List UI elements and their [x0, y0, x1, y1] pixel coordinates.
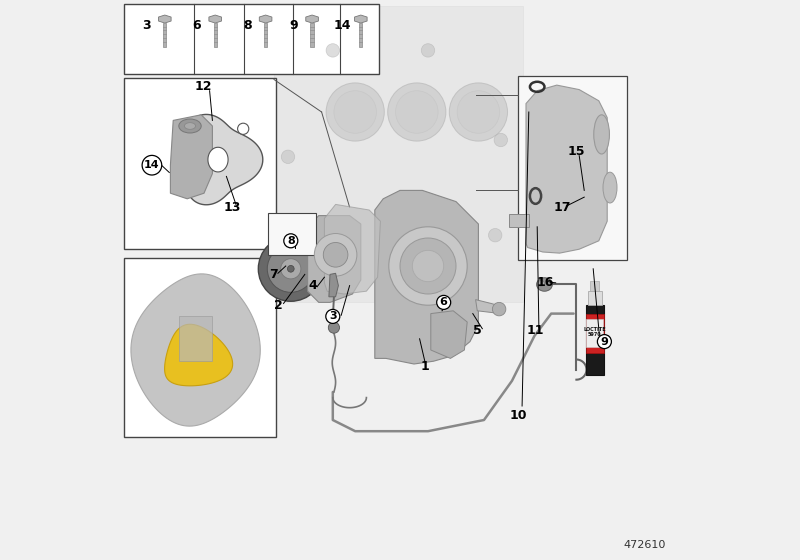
Bar	[268, 213, 316, 255]
Bar	[588, 291, 602, 305]
Polygon shape	[186, 114, 262, 205]
Circle shape	[492, 302, 506, 316]
Text: 2: 2	[274, 298, 283, 312]
Circle shape	[334, 91, 377, 133]
Circle shape	[267, 245, 314, 292]
Polygon shape	[475, 300, 501, 314]
Circle shape	[422, 44, 434, 57]
Circle shape	[287, 265, 294, 272]
Circle shape	[326, 44, 339, 57]
Ellipse shape	[179, 119, 202, 133]
Circle shape	[282, 150, 294, 164]
Polygon shape	[308, 216, 361, 302]
Polygon shape	[170, 115, 213, 199]
Polygon shape	[165, 324, 233, 386]
Bar	[125, 258, 276, 437]
Circle shape	[323, 242, 348, 267]
Bar	[125, 4, 379, 74]
Circle shape	[457, 91, 500, 133]
Circle shape	[314, 234, 357, 276]
Text: 1: 1	[421, 360, 430, 374]
Polygon shape	[325, 204, 381, 294]
Bar	[586, 319, 603, 347]
Circle shape	[389, 227, 467, 305]
Text: 6: 6	[193, 18, 201, 32]
Polygon shape	[274, 6, 523, 302]
Bar	[509, 214, 529, 227]
Text: 14: 14	[334, 18, 351, 32]
Bar	[586, 314, 604, 353]
Bar	[310, 23, 314, 46]
Circle shape	[328, 322, 339, 333]
Bar	[179, 316, 213, 361]
Text: 9: 9	[290, 18, 298, 32]
Circle shape	[281, 259, 301, 279]
Circle shape	[238, 123, 249, 134]
Ellipse shape	[603, 172, 617, 203]
Circle shape	[258, 236, 323, 301]
Polygon shape	[374, 190, 478, 364]
Bar	[359, 23, 362, 46]
Ellipse shape	[185, 123, 196, 129]
Text: 14: 14	[144, 160, 160, 170]
Text: 7: 7	[270, 268, 278, 281]
Circle shape	[412, 250, 444, 282]
Text: 11: 11	[526, 324, 544, 337]
Circle shape	[450, 83, 507, 141]
Polygon shape	[306, 15, 318, 23]
Bar	[163, 23, 166, 46]
Circle shape	[388, 83, 446, 141]
Polygon shape	[158, 15, 171, 23]
Polygon shape	[209, 15, 222, 23]
Ellipse shape	[538, 281, 545, 286]
Polygon shape	[131, 274, 260, 426]
Text: 4: 4	[309, 279, 318, 292]
Circle shape	[400, 238, 456, 294]
Bar	[125, 78, 276, 249]
Ellipse shape	[537, 278, 552, 291]
Polygon shape	[430, 311, 467, 358]
Ellipse shape	[594, 115, 610, 154]
Text: 8: 8	[243, 18, 251, 32]
Circle shape	[395, 91, 438, 133]
Polygon shape	[526, 85, 607, 253]
Polygon shape	[208, 147, 228, 172]
Text: 9: 9	[601, 337, 608, 347]
Text: 3: 3	[142, 18, 150, 32]
Text: 5: 5	[473, 324, 482, 337]
Bar	[586, 305, 604, 375]
Text: 15: 15	[568, 144, 585, 158]
Text: 12: 12	[194, 80, 212, 94]
Text: 17: 17	[554, 200, 571, 214]
Circle shape	[494, 133, 507, 147]
Bar	[264, 23, 267, 46]
Bar	[214, 23, 217, 46]
Text: 16: 16	[537, 276, 554, 290]
Text: LOCTITE
5970: LOCTITE 5970	[583, 326, 606, 338]
Circle shape	[489, 228, 502, 242]
Polygon shape	[329, 273, 338, 297]
Text: 3: 3	[329, 311, 337, 321]
Text: 10: 10	[510, 409, 527, 422]
Text: 472610: 472610	[624, 540, 666, 550]
Bar	[518, 76, 627, 260]
Bar	[590, 281, 599, 291]
Polygon shape	[259, 15, 272, 23]
Text: 6: 6	[440, 297, 448, 307]
Text: 13: 13	[223, 200, 241, 214]
Circle shape	[326, 83, 384, 141]
Text: 8: 8	[287, 236, 294, 246]
Polygon shape	[354, 15, 367, 23]
